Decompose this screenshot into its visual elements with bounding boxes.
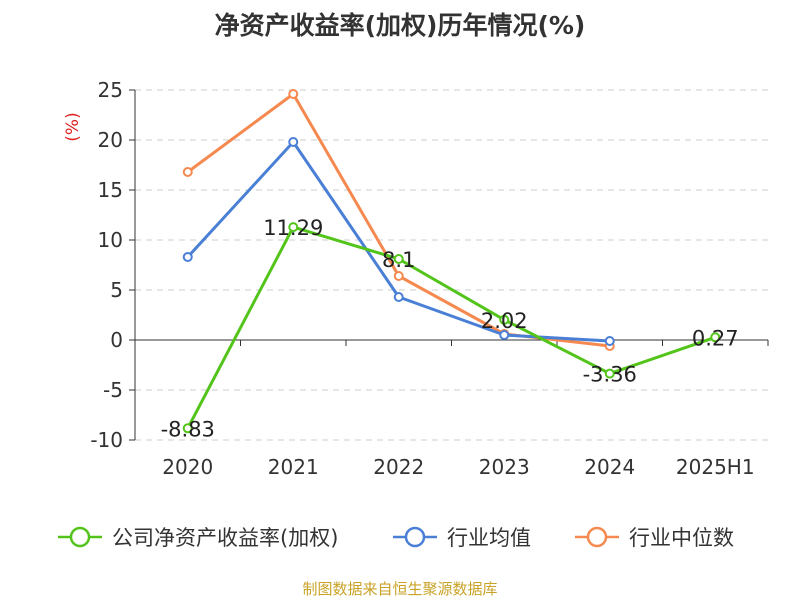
y-tick-label: 25 bbox=[98, 78, 123, 102]
data-point bbox=[604, 368, 615, 379]
data-point bbox=[604, 336, 615, 346]
y-tick-label: 15 bbox=[98, 178, 123, 202]
data-point bbox=[288, 137, 299, 147]
x-tick-label: 2021 bbox=[268, 455, 319, 479]
legend-marker bbox=[69, 526, 91, 548]
y-tick-label: 20 bbox=[98, 128, 123, 152]
legend-label: 行业中位数 bbox=[629, 526, 734, 550]
data-point bbox=[393, 271, 404, 281]
data-point bbox=[499, 314, 510, 325]
data-label: 2.02 bbox=[481, 309, 528, 333]
data-label: 8.1 bbox=[382, 248, 415, 272]
y-tick-label: -10 bbox=[90, 428, 123, 452]
x-tick-label: 2024 bbox=[584, 455, 635, 479]
chart-title: 净资产收益率(加权)历年情况(%) bbox=[214, 11, 586, 40]
data-point bbox=[499, 330, 510, 340]
data-label: 11.29 bbox=[263, 216, 323, 240]
data-point bbox=[710, 332, 721, 343]
x-tick-label: 2020 bbox=[162, 455, 213, 479]
data-point bbox=[182, 423, 193, 434]
y-tick-label: 0 bbox=[110, 328, 123, 352]
legend-marker bbox=[586, 526, 608, 548]
x-tick-label: 2023 bbox=[479, 455, 530, 479]
y-tick-label: 5 bbox=[110, 278, 123, 302]
legend-marker bbox=[404, 526, 426, 548]
series-line bbox=[186, 225, 716, 429]
legend-label: 行业均值 bbox=[447, 526, 531, 550]
data-point bbox=[393, 254, 404, 264]
data-point bbox=[288, 89, 299, 99]
y-tick-label: 10 bbox=[98, 228, 123, 252]
data-point bbox=[393, 292, 404, 302]
data-point bbox=[182, 252, 193, 262]
y-axis-label: (%) bbox=[63, 112, 83, 141]
data-label: -3.36 bbox=[583, 363, 637, 387]
legend-label: 公司净资产收益率(加权) bbox=[112, 526, 338, 550]
data-point bbox=[288, 222, 299, 233]
y-tick-label: -5 bbox=[103, 378, 123, 402]
data-label: 0.27 bbox=[692, 326, 739, 350]
data-point bbox=[182, 167, 193, 177]
data-label: -8.83 bbox=[161, 417, 215, 441]
x-tick-label: 2022 bbox=[373, 455, 424, 479]
x-tick-label: 2025H1 bbox=[676, 455, 755, 479]
source-note: 制图数据来自恒生聚源数据库 bbox=[302, 580, 498, 598]
series-line bbox=[186, 140, 610, 343]
